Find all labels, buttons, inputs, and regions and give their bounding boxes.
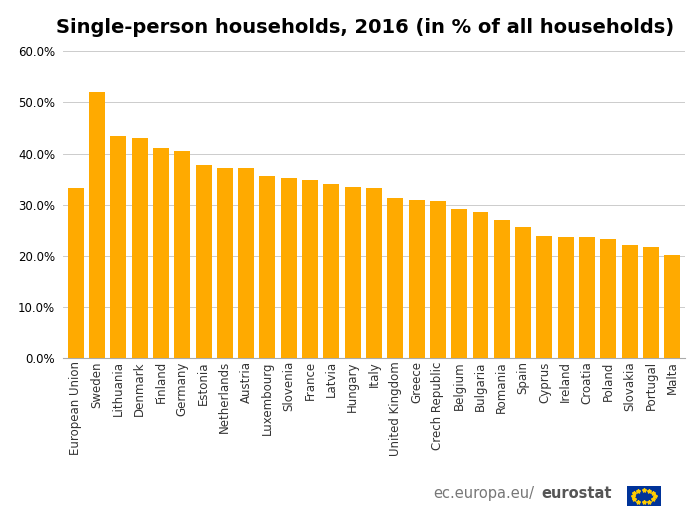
Text: ec.europa.eu/: ec.europa.eu/ bbox=[433, 486, 534, 501]
Bar bbox=[366, 188, 382, 358]
Bar bbox=[600, 239, 617, 358]
Bar bbox=[579, 237, 595, 358]
Bar bbox=[409, 200, 424, 358]
Bar bbox=[110, 136, 127, 358]
Bar bbox=[643, 247, 659, 358]
Bar bbox=[664, 255, 680, 358]
Text: eurostat: eurostat bbox=[542, 486, 612, 501]
Bar bbox=[515, 227, 531, 358]
Bar bbox=[621, 245, 637, 358]
Bar bbox=[473, 212, 489, 358]
Bar bbox=[89, 92, 105, 358]
Bar bbox=[259, 176, 275, 358]
Bar bbox=[131, 138, 147, 358]
Bar bbox=[536, 236, 552, 358]
Bar bbox=[281, 178, 297, 358]
Text: Single-person households, 2016 (in % of all households): Single-person households, 2016 (in % of … bbox=[56, 18, 674, 37]
Bar bbox=[430, 201, 446, 358]
Bar bbox=[68, 188, 84, 358]
Bar bbox=[387, 198, 403, 358]
Bar bbox=[302, 180, 318, 358]
Bar bbox=[451, 209, 467, 358]
Bar bbox=[217, 168, 233, 358]
Bar bbox=[196, 165, 212, 358]
Bar bbox=[174, 151, 190, 358]
Bar bbox=[153, 148, 169, 358]
Bar bbox=[345, 187, 361, 358]
Bar bbox=[324, 184, 339, 358]
Bar bbox=[493, 220, 510, 358]
Bar bbox=[558, 237, 574, 358]
Bar bbox=[238, 168, 254, 358]
